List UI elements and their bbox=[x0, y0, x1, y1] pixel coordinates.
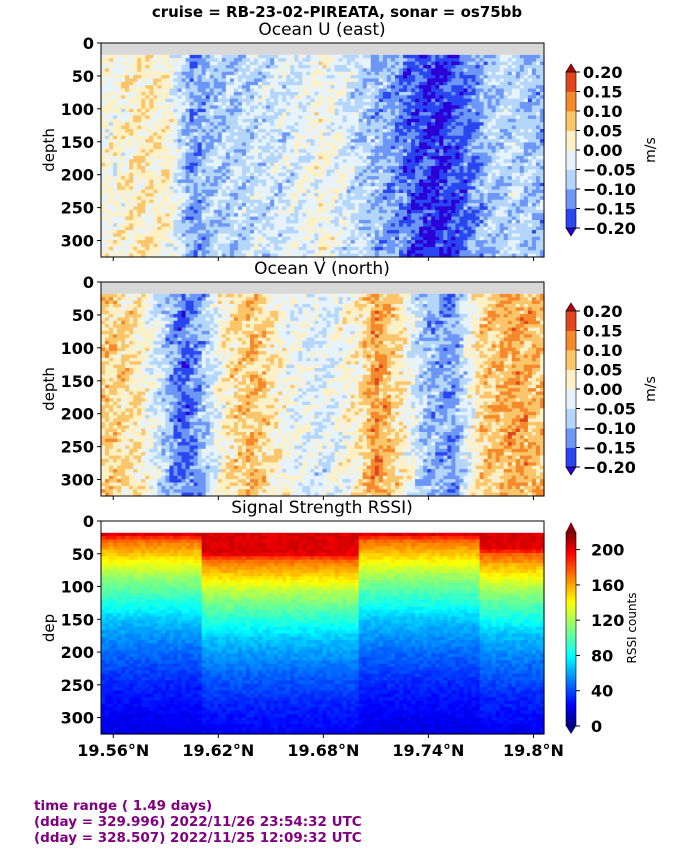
panel-title-ocean-u: Ocean U (east) bbox=[258, 20, 385, 40]
no-data-band bbox=[101, 43, 544, 55]
panel-ocean-u: Ocean U (east) depth 050100150200250300 … bbox=[40, 20, 659, 261]
suptitle: cruise = RB-23-02-PIREATA, sonar = os75b… bbox=[152, 3, 523, 21]
heatmap-ocean-u bbox=[101, 43, 545, 258]
